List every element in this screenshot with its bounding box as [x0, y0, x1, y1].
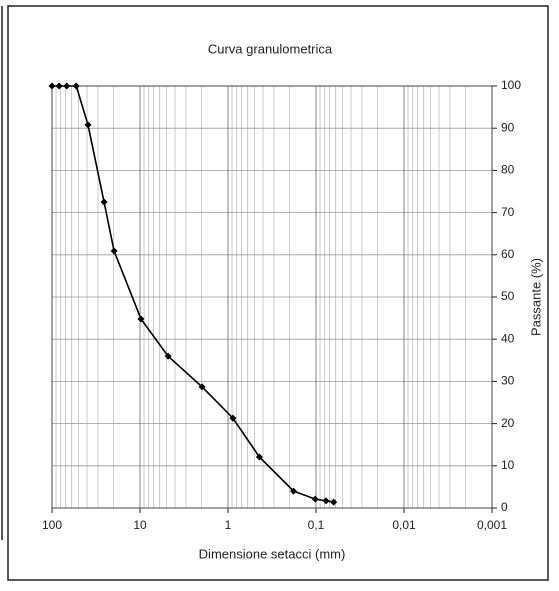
x-tick-label: 0,1 — [308, 518, 325, 532]
y-axis-label: Passante (%) — [528, 258, 543, 336]
x-axis-label: Dimensione setacci (mm) — [199, 546, 346, 561]
data-point — [229, 414, 237, 422]
y-tick-label: 50 — [501, 289, 515, 303]
data-point — [330, 498, 338, 506]
y-tick-label: 80 — [501, 163, 515, 177]
data-point — [255, 453, 263, 461]
y-tick-label: 40 — [501, 331, 515, 345]
y-tick-label: 30 — [501, 374, 515, 388]
y-tick-label: 10 — [501, 458, 515, 472]
x-tick-label: 100 — [42, 518, 62, 532]
y-tick-label: 20 — [501, 416, 515, 430]
data-point — [55, 82, 63, 90]
y-tick-label: 60 — [501, 247, 515, 261]
data-point — [290, 487, 298, 495]
x-tick-label: 0,001 — [477, 518, 507, 532]
plot-border — [51, 85, 493, 509]
data-point — [311, 495, 319, 503]
data-line — [52, 85, 334, 503]
data-point — [164, 352, 172, 360]
data-point — [48, 82, 56, 90]
data-point — [198, 383, 206, 391]
x-tick-label: 0,01 — [392, 518, 416, 532]
chart-frame — [7, 5, 549, 581]
data-point — [63, 82, 71, 90]
x-tick-label: 10 — [133, 518, 147, 532]
data-point — [100, 198, 108, 206]
data-point — [110, 247, 118, 255]
chart-title: Curva granulometrica — [208, 41, 333, 56]
data-point — [72, 82, 80, 90]
y-tick-label: 0 — [501, 500, 508, 514]
data-point — [322, 497, 330, 505]
y-tick-label: 70 — [501, 205, 515, 219]
y-tick-label: 90 — [501, 120, 515, 134]
x-tick-label: 1 — [225, 518, 232, 532]
data-point — [84, 121, 92, 129]
y-tick-label: 100 — [501, 78, 521, 92]
data-point — [137, 315, 145, 323]
